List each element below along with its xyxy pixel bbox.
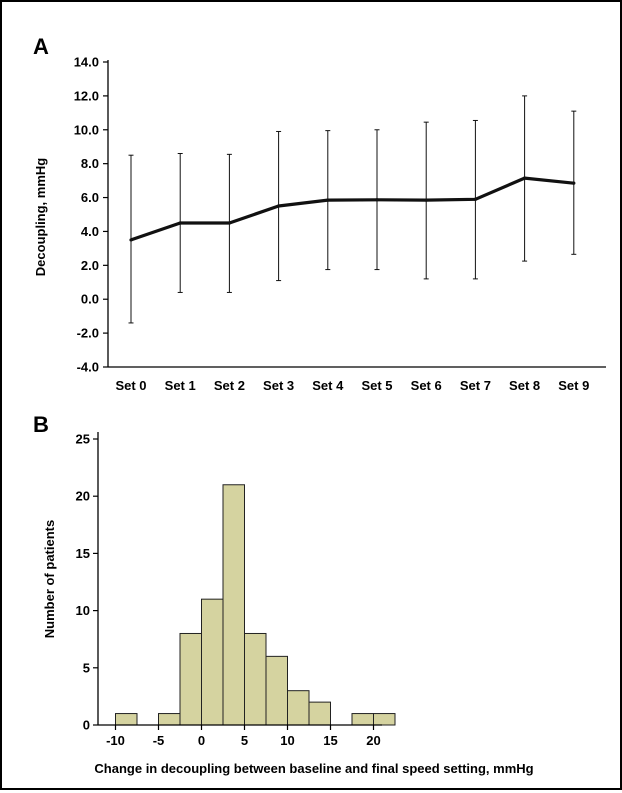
panel-b-histogram-bar [115,713,138,726]
panel-a-data-point [326,198,330,202]
panel-a-y-tick-label: -4.0 [77,360,99,375]
panel-a-x-tick-label: Set 8 [509,378,540,393]
panel-a-x-tick-label: Set 3 [263,378,294,393]
panel-a-series [129,176,576,242]
panel-b-x-tick-label: 0 [198,733,205,748]
panel-a-x-tick-label: Set 5 [361,378,392,393]
panel-a: A Decoupling, mmHg -4.0 -2.0 0.0 2.0 4.0 6.0 8… [33,34,606,393]
panel-a-y-tick-label: 8.0 [81,156,99,171]
panel-a-data-point [178,221,182,225]
panel-a-y-tick-label: -2.0 [77,326,99,341]
panel-b-y-axis-title: Number of patients [42,520,57,638]
panel-b-histogram-bar [201,598,224,726]
panel-b-histogram-bar [287,690,310,726]
panel-a-y-tick-label: 10.0 [74,122,99,137]
panel-a-y-tick-label: 2.0 [81,258,99,273]
panel-a-y-tick-label: 14.0 [74,55,99,70]
panel-a-y-tick-label: 4.0 [81,224,99,239]
panel-a-x-tick-label: Set 4 [312,378,344,393]
panel-b-x-tick-label: 20 [366,733,380,748]
panel-a-data-point [227,221,231,225]
panel-a-y-tick-label: 12.0 [74,88,99,103]
panel-a-x-tick-label: Set 0 [115,378,146,393]
panel-b-histogram-bar [222,484,245,726]
panel-b-y-tick-label: 0 [83,718,90,733]
panel-a-y-axis-title: Decoupling, mmHg [33,158,48,277]
panel-b-histogram-bar [373,713,396,726]
panel-a-data-point [424,198,428,202]
panel-b-y-tick-label: 25 [76,432,90,447]
panel-a-data-point [523,176,527,180]
panel-b-y-tick-label: 15 [76,546,90,561]
panel-b-x-axis-title: Change in decoupling between baseline an… [94,761,533,776]
panel-b-x-tick-label: 5 [241,733,248,748]
panel-b-x-ticks: -10 -5 0 5 10 15 20 [106,725,381,748]
panel-b-x-tick-label: 10 [280,733,294,748]
panel-b-bars [115,484,396,726]
panel-b-y-tick-label: 10 [76,603,90,618]
panel-b-x-tick-label: -5 [153,733,165,748]
panel-a-x-tick-label: Set 6 [411,378,442,393]
panel-b: B Number of patients Change in decouplin… [33,412,534,776]
panel-b-x-tick-label: 15 [323,733,337,748]
panel-b-y-tick-label: 20 [76,489,90,504]
panel-a-y-tick-label: 6.0 [81,190,99,205]
panel-a-data-point [129,238,133,242]
panel-a-x-tick-label: Set 2 [214,378,245,393]
panel-b-x-tick-label: -10 [106,733,125,748]
panel-b-y-ticks: 0 5 10 15 20 25 [76,432,98,733]
panel-a-x-ticks: Set 0 Set 1 Set 2 Set 3 Set 4 Set 5 Set 6 Set 7… [115,378,589,393]
panel-b-label: B [33,412,49,437]
panel-b-y-tick-label: 5 [83,660,90,675]
panel-a-x-tick-label: Set 9 [558,378,589,393]
panel-a-data-point [277,204,281,208]
panel-b-histogram-bar [351,713,374,726]
panel-a-data-point [473,197,477,201]
panel-b-histogram-bar [179,632,202,726]
panel-a-x-tick-label: Set 7 [460,378,491,393]
panel-b-histogram-bar [244,632,267,726]
panel-b-histogram-bar [308,701,331,726]
panel-a-y-ticks: -4.0 -2.0 0.0 2.0 4.0 6.0 8.0 10.0 12.0 14.0 [74,55,108,375]
panel-b-histogram-bar [158,713,181,726]
panel-a-x-tick-label: Set 1 [165,378,196,393]
panel-a-error-bars [128,95,577,324]
panel-a-data-point [572,181,576,185]
panel-a-y-tick-label: 0.0 [81,292,99,307]
panel-a-data-point [375,198,379,202]
panel-a-label: A [33,34,49,59]
panel-b-histogram-bar [265,655,288,726]
panel-a-series-line [130,176,574,242]
